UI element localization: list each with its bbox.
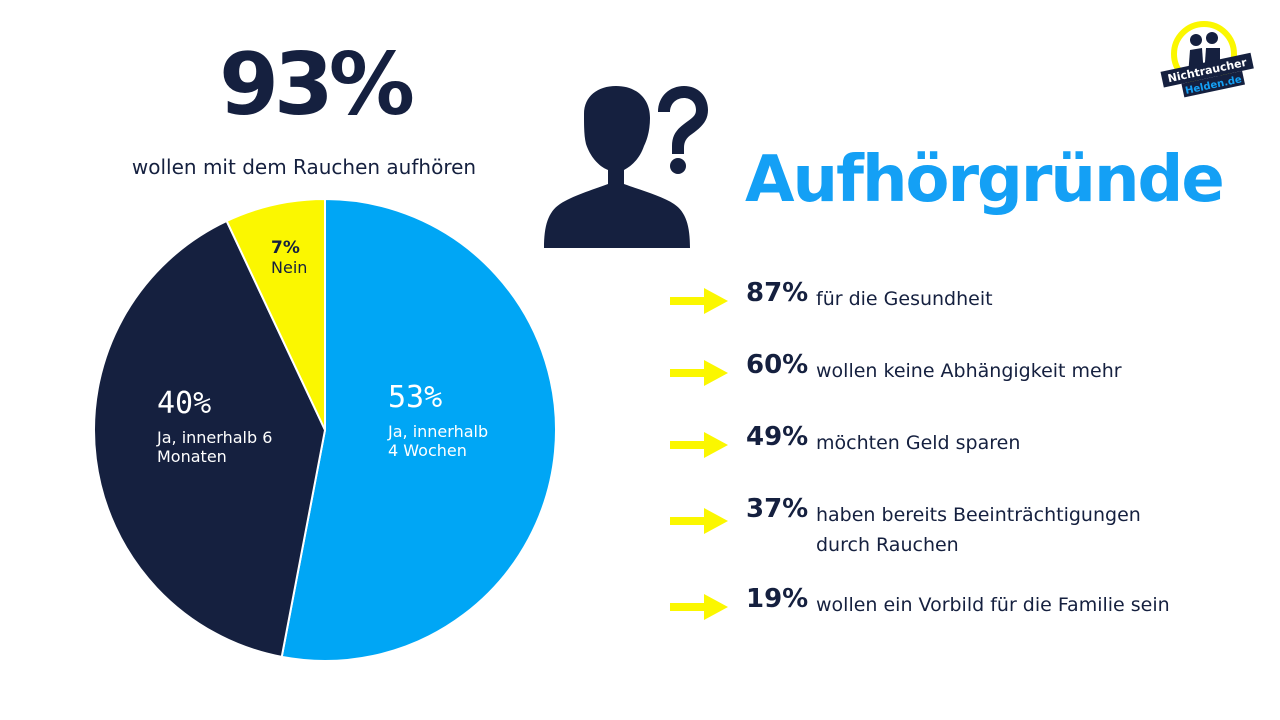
reason-item: 19% wollen ein Vorbild für die Familie s… — [670, 584, 1230, 624]
reason-text: haben bereits Beeinträchtigungen durch R… — [816, 500, 1226, 561]
reason-percentage: 19% — [746, 584, 809, 614]
arrow-right-icon — [670, 508, 728, 534]
arrow-right-icon — [670, 594, 728, 620]
nichtraucherhelden-logo: Nichtraucher Helden.de — [1160, 21, 1254, 98]
headline-subtitle: wollen mit dem Rauchen aufhören — [131, 155, 477, 179]
reason-text-line1: haben bereits Beeinträchtigungen — [816, 504, 1141, 526]
reasons-heading: Aufhörgründe — [745, 143, 1225, 217]
reason-item: 87% für die Gesundheit — [670, 278, 1230, 318]
pie-slice-2 — [225, 197, 326, 431]
reason-percentage: 87% — [746, 278, 809, 308]
headline-percentage: 93% — [219, 35, 415, 135]
pie-slice-0 — [280, 197, 557, 662]
reason-text: für die Gesundheit — [816, 288, 993, 310]
reason-item: 49% möchten Geld sparen — [670, 422, 1230, 462]
slice-desc-yes-4-weeks-line1: Ja, innerhalb — [388, 422, 489, 441]
person-question-icon — [544, 86, 708, 248]
reason-text-line2: durch Rauchen — [816, 534, 959, 557]
reason-item: 37% haben bereits Beeinträchtigungen dur… — [670, 494, 1230, 564]
slice-desc-no: Nein — [271, 258, 308, 278]
reason-text: möchten Geld sparen — [816, 432, 1021, 454]
reason-percentage: 37% — [746, 494, 809, 524]
reason-percentage: 49% — [746, 422, 809, 452]
pie-chart — [93, 197, 557, 662]
arrow-right-icon — [670, 288, 728, 314]
slice-desc-yes-4-weeks-line2: 4 Wochen — [388, 441, 467, 461]
reason-text: wollen keine Abhängigkeit mehr — [816, 360, 1122, 382]
slice-label-yes-4-weeks: 53% Ja, innerhalb 4 Wochen — [388, 380, 488, 460]
slice-label-no: 7% Nein — [271, 238, 307, 278]
reason-text: wollen ein Vorbild für die Familie sein — [816, 594, 1170, 616]
pie-slice-1 — [93, 219, 327, 659]
arrow-right-icon — [670, 432, 728, 458]
slice-pct-yes-4-weeks: 53% — [388, 380, 443, 415]
slice-pct-no: 7% — [271, 238, 300, 258]
slice-desc-yes-6-months-line2: Monaten — [157, 447, 227, 467]
arrow-right-icon — [670, 360, 728, 386]
slice-desc-yes-6-months-line1: Ja, innerhalb 6 — [157, 428, 273, 447]
reason-item: 60% wollen keine Abhängigkeit mehr — [670, 350, 1230, 390]
slice-pct-yes-6-months: 40% — [157, 386, 212, 421]
slice-label-yes-6-months: 40% Ja, innerhalb 6 Monaten — [157, 386, 272, 466]
reason-percentage: 60% — [746, 350, 809, 380]
